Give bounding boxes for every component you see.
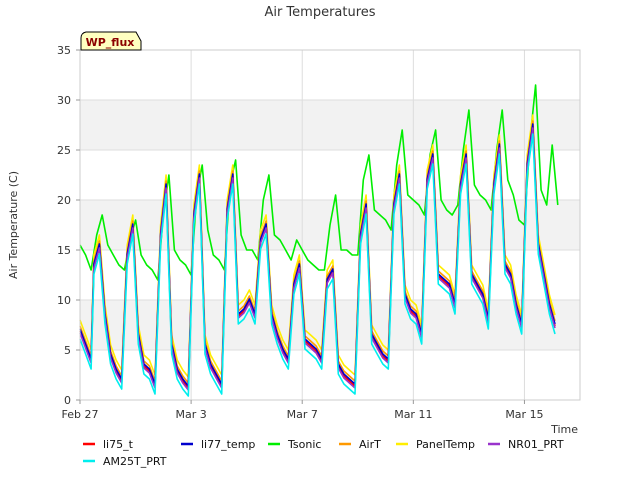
legend-item-li75-t: li75_t xyxy=(83,438,134,451)
x-tick-label: Mar 15 xyxy=(505,408,543,421)
y-axis-ticks: 0 5 10 15 20 25 30 35 xyxy=(57,44,80,407)
legend-item-tsonic: Tsonic xyxy=(268,438,321,451)
legend-label: AM25T_PRT xyxy=(103,455,167,468)
legend-item-paneltemp: PanelTemp xyxy=(396,438,475,451)
x-tick-label: Feb 27 xyxy=(62,408,99,421)
band-0 xyxy=(80,300,580,350)
y-tick-label: 25 xyxy=(57,144,71,157)
legend-label: li77_temp xyxy=(201,438,255,451)
legend-label: PanelTemp xyxy=(416,438,475,451)
x-tick-label: Mar 3 xyxy=(175,408,206,421)
legend-label: NR01_PRT xyxy=(508,438,564,451)
y-tick-label: 10 xyxy=(57,294,71,307)
badge-label: WP_flux xyxy=(86,36,135,49)
y-tick-label: 35 xyxy=(57,44,71,57)
legend-item-li77-temp: li77_temp xyxy=(181,438,255,451)
x-axis-label: Time xyxy=(550,423,578,436)
x-tick-label: Mar 11 xyxy=(394,408,432,421)
y-tick-label: 5 xyxy=(64,344,71,357)
legend-label: li75_t xyxy=(103,438,134,451)
legend: li75_t li77_temp Tsonic AirT PanelTemp NR01_P… xyxy=(83,438,564,468)
y-tick-label: 20 xyxy=(57,194,71,207)
legend-label: AirT xyxy=(359,438,381,451)
y-tick-label: 15 xyxy=(57,244,71,257)
band-2 xyxy=(80,100,580,150)
legend-label: Tsonic xyxy=(287,438,321,451)
chart-title: Air Temperatures xyxy=(264,5,375,20)
legend-item-am25t-prt: AM25T_PRT xyxy=(83,455,167,468)
y-axis-label: Air Temperature (C) xyxy=(7,171,20,279)
legend-item-nr01-prt: NR01_PRT xyxy=(488,438,564,451)
x-axis-ticks: Feb 27 Mar 3 Mar 7 Mar 11 Mar 15 xyxy=(62,400,544,421)
series-layer xyxy=(79,84,559,397)
series-am25t-prt xyxy=(79,133,556,397)
legend-item-airt: AirT xyxy=(339,438,381,451)
wp-flux-badge: WP_flux xyxy=(80,31,142,51)
y-tick-label: 0 xyxy=(64,394,71,407)
plot-frame xyxy=(79,49,581,401)
x-tick-label: Mar 7 xyxy=(287,408,318,421)
y-tick-label: 30 xyxy=(57,94,71,107)
